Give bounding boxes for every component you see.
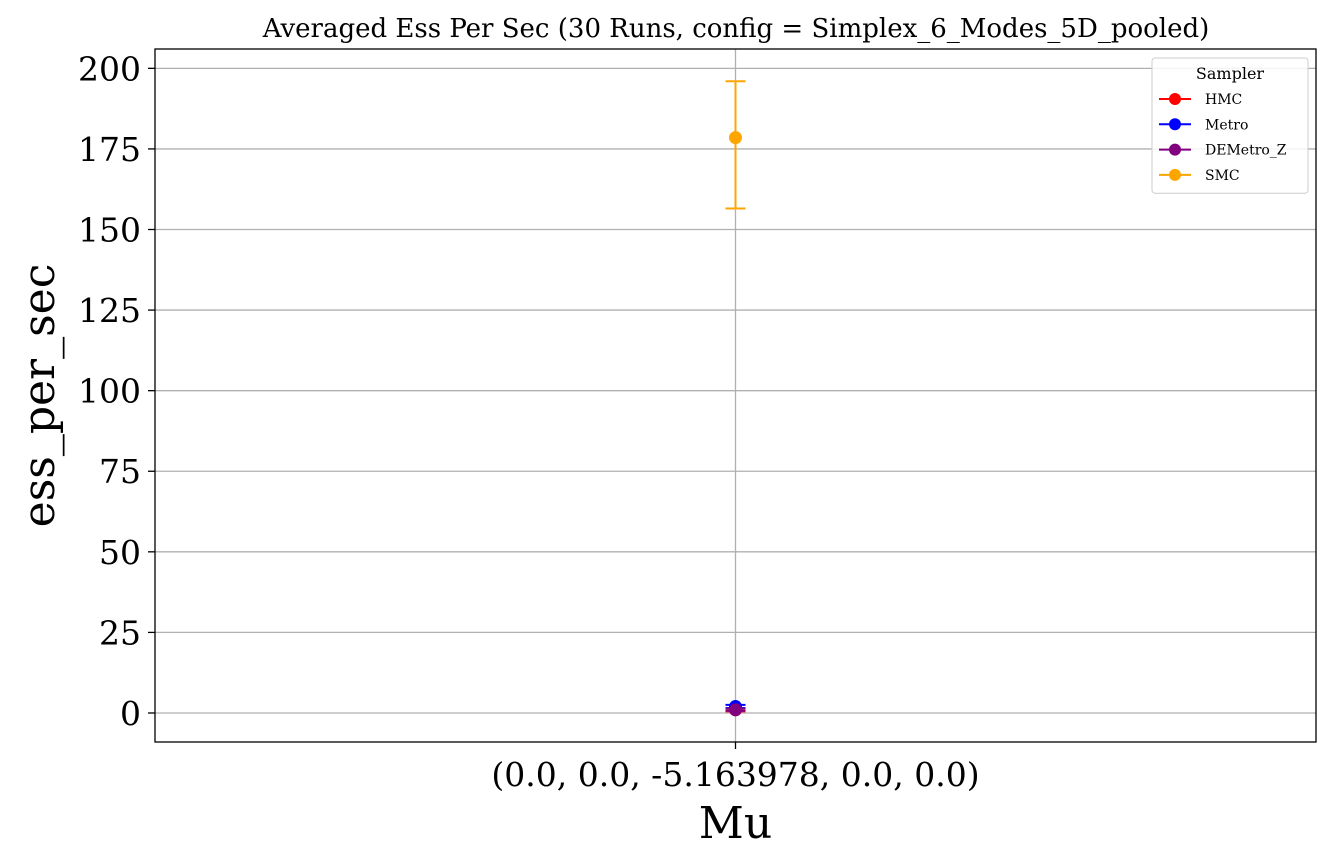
legend-item: SMC <box>1159 168 1240 184</box>
legend-item: HMC <box>1159 92 1242 108</box>
y-tick-label: 200 <box>78 49 141 88</box>
legend: Sampler HMC Metro DEMetro_Z SMC <box>1151 57 1309 194</box>
legend-label: HMC <box>1205 92 1242 108</box>
y-tick-label: 175 <box>78 130 141 169</box>
legend-marker <box>1169 168 1181 181</box>
x-tick-label: (0.0, 0.0, -5.163978, 0.0, 0.0) <box>491 755 979 794</box>
series-smc <box>725 80 746 210</box>
data-point <box>729 703 742 717</box>
legend-label: Metro <box>1205 117 1248 133</box>
legend-item: DEMetro_Z <box>1159 143 1287 159</box>
series-demetro-z <box>725 703 746 717</box>
legend-label: SMC <box>1205 168 1240 184</box>
y-tick-label: 25 <box>99 613 141 652</box>
axes: 0 25 50 75 100 125 150 175 200 (0.0, 0.0, -5.1639… <box>78 49 980 794</box>
x-axis-label: Mu <box>699 798 772 849</box>
y-tick-label: 0 <box>120 694 141 733</box>
legend-marker <box>1169 143 1181 156</box>
legend-item: Metro <box>1159 117 1248 133</box>
y-axis-label: ess_per_sec <box>14 264 65 528</box>
legend-items: HMC Metro DEMetro_Z SMC <box>1159 92 1287 184</box>
y-tick-label: 100 <box>78 372 141 411</box>
chart-title: Averaged Ess Per Sec (30 Runs, config = … <box>262 14 1210 44</box>
y-tick-label: 50 <box>99 533 141 572</box>
series-layer <box>725 80 746 717</box>
grid <box>155 49 1316 742</box>
y-tick-label: 125 <box>78 291 141 330</box>
data-point <box>729 131 742 145</box>
legend-label: DEMetro_Z <box>1205 143 1287 159</box>
legend-box <box>1151 57 1309 194</box>
y-tick-label: 75 <box>99 452 141 491</box>
legend-marker <box>1169 118 1181 131</box>
y-tick-label: 150 <box>78 211 141 250</box>
legend-title: Sampler <box>1196 64 1265 83</box>
legend-marker <box>1169 93 1181 105</box>
